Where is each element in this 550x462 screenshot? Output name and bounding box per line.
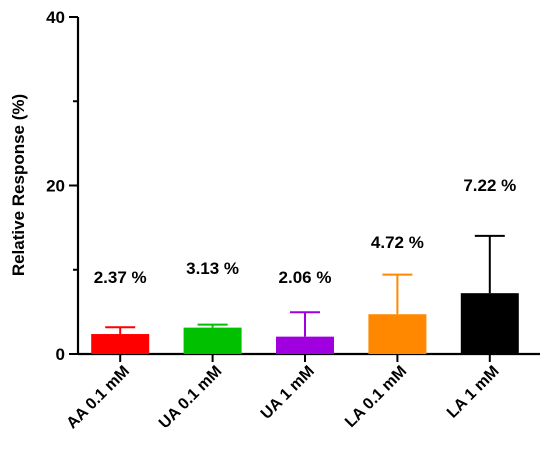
y-axis-label: Relative Response (%) <box>9 94 28 276</box>
data-label: 3.13 % <box>186 259 239 278</box>
x-tick-label: UA 0.1 mM <box>156 363 225 432</box>
bar <box>368 314 427 354</box>
x-tick-label: LA 1 mM <box>444 363 503 422</box>
bars <box>91 234 519 354</box>
x-tick-label: AA 0.1 mM <box>64 363 133 432</box>
x-tick-label: LA 0.1 mM <box>342 363 410 431</box>
data-label: 4.72 % <box>371 233 424 252</box>
bar <box>91 334 150 354</box>
labels: AA 0.1 mM 2.37 % UA 0.1 mM 3.13 % UA 1 mM 2.0… <box>64 176 517 432</box>
data-label: 2.37 % <box>94 268 147 287</box>
y-tick-label: 0 <box>56 345 65 364</box>
y-tick-label: 20 <box>46 177 65 196</box>
bar <box>183 327 242 354</box>
x-tick-label: UA 1 mM <box>258 363 318 423</box>
data-label: 2.06 % <box>279 268 332 287</box>
bar <box>460 293 519 354</box>
y-tick-label: 40 <box>46 8 65 27</box>
bar <box>276 336 334 354</box>
data-label: 7.22 % <box>463 176 516 195</box>
